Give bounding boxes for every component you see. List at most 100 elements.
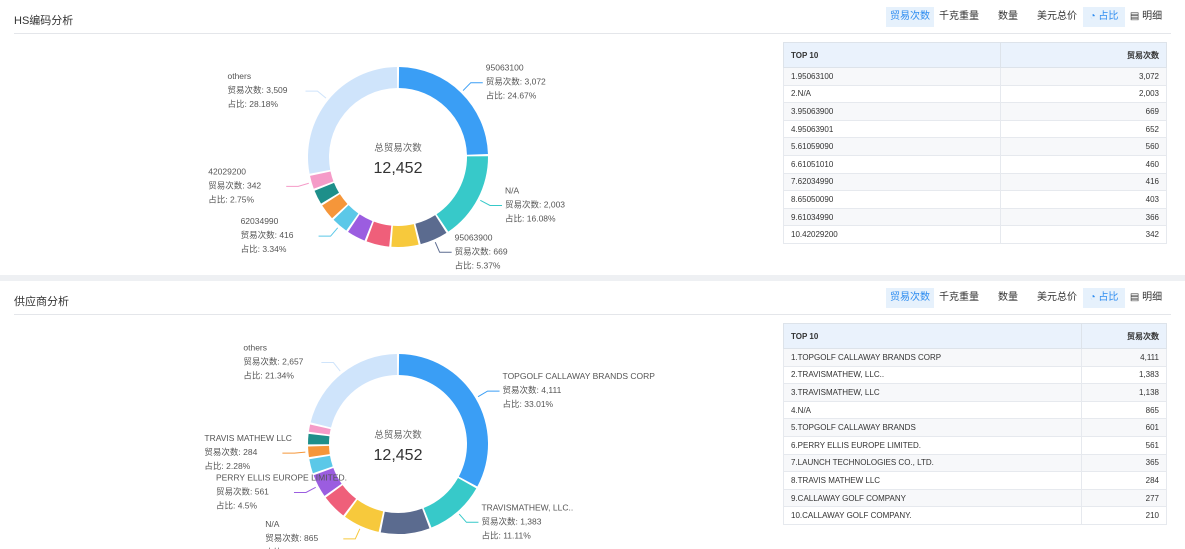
table-row: 8.65050090 403 [782,190,1167,209]
tab[interactable]: 美元总价 [1037,11,1077,22]
table: TOP 10 贸易次数 1.TOPGOLF CALLAWAY BRANDS CORP… [782,323,1167,525]
table-cell: 3.95063900 [782,102,1002,121]
table-row: 10.42029200 342 [782,225,1167,244]
leader-line [293,486,316,493]
table-cell: 284 [1081,471,1167,490]
table-cell: 8.65050090 [782,190,1002,209]
tab[interactable]: 千克重量 [939,292,979,303]
count-value: 342 [247,180,261,190]
table-cell: 342 [1000,225,1167,244]
view-button[interactable]: ▤ 明细 [1129,11,1163,22]
count-prefix: 贸易次数: [216,486,252,496]
share-value: 16.08% [527,213,556,223]
slice-share: 占比: 2.28% [204,461,250,471]
count-value: 4,111 [541,385,561,395]
count-prefix: 贸易次数: [481,516,517,526]
slice-count: 贸易次数: 342 [208,180,261,190]
tab-bar: 贸易次数 千克重量 数量 美元总价 [886,7,1082,27]
slice-name: 62034990 [241,216,279,226]
share-prefix: 占比: [208,194,227,204]
table-cell: 9.61034990 [782,207,1002,227]
slice-share: 占比: 6.95% [265,547,311,549]
table-row: 6.PERRY ELLIS EUROPE LIMITED. 561 [782,435,1167,455]
header-cell: 贸易次数 [1000,42,1167,68]
tab[interactable]: 数量 [998,292,1018,303]
slice [308,445,330,458]
table-cell: 1.TOPGOLF CALLAWAY BRANDS CORP [782,348,1083,367]
table-cell: 3,072 [1000,67,1167,86]
tab[interactable]: 数量 [998,11,1018,22]
view-label: 明细 [1142,11,1163,22]
count-prefix: 贸易次数: [455,246,491,256]
share-prefix: 占比: [227,99,246,109]
count-value: 1,383 [520,516,542,526]
panel: HS编码分析 贸易次数 千克重量 数量 美元总价 ◔ 占比 ▤ 明细 TOP 10 贸易次数 1.… [0,0,1185,275]
divider [14,33,1171,34]
tab[interactable]: 贸易次数 [886,7,934,27]
header-cell: 贸易次数 [1081,323,1167,349]
share-prefix: 占比: [503,399,522,409]
table-cell: 4.N/A [782,400,1083,420]
share-value: 3.34% [262,244,287,254]
slice-count: 贸易次数: 3,509 [227,85,287,95]
view-button[interactable]: ◔ 占比 [1083,7,1125,27]
table-row: 2.TRAVISMATHEW, LLC.. 1,383 [782,365,1167,385]
table-row: 6.61051010 460 [782,154,1167,174]
slice [345,499,384,532]
share-prefix: 占比: [204,461,223,471]
table-row: 9.61034990 366 [782,207,1167,227]
table-row: 3.TRAVISMATHEW, LLC 1,138 [782,383,1167,402]
share-prefix: 占比: [455,260,474,270]
slice-name: 42029200 [208,166,246,176]
donut-chart: TOPGOLF CALLAWAY BRANDS CORP 贸易次数: 4,111 占… [204,343,655,549]
count-value: 865 [304,533,318,543]
slice [398,67,488,155]
table-cell: 5.61059090 [782,137,1002,156]
share-prefix: 占比: [216,500,235,510]
slice-share: 占比: 24.67% [486,91,537,101]
slice [309,455,333,474]
slice [423,478,477,528]
table-cell: 669 [1000,102,1167,121]
slice [391,224,419,247]
leader-line [462,82,483,91]
table-row: 4.N/A 865 [782,400,1167,420]
table-cell: 2.N/A [782,84,1002,104]
tab[interactable]: 千克重量 [939,11,979,22]
table-cell: 460 [1000,154,1167,174]
share-value: 24.67% [508,91,537,101]
slice-name: others [227,71,251,81]
slice [398,354,488,487]
center-total: 12,452 [374,160,423,177]
slice [314,182,339,204]
slice [313,467,342,496]
tab-bar: 贸易次数 千克重量 数量 美元总价 [886,288,1082,308]
slice [436,156,488,232]
table-row: 2.N/A 2,003 [782,84,1167,104]
table-cell: 601 [1081,418,1167,437]
table-cell: 5.TOPGOLF CALLAWAY BRANDS [782,418,1083,437]
table-row: 5.TOPGOLF CALLAWAY BRANDS 601 [782,418,1167,437]
slice-count: 贸易次数: 1,383 [481,516,541,526]
slice-count: 贸易次数: 2,657 [243,357,303,367]
slice-name: PERRY ELLIS EUROPE LIMITED. [216,472,347,482]
slice-share: 占比: 16.08% [505,213,556,223]
leader-line [286,182,309,187]
table-cell: 652 [1000,119,1167,139]
table-cell: 1,138 [1081,383,1167,402]
table-cell: 7.LAUNCH TECHNOLOGIES CO., LTD. [782,453,1083,473]
table-row: 5.61059090 560 [782,137,1167,156]
slice [310,354,398,428]
table-cell: 6.61051010 [782,154,1002,174]
tab[interactable]: 美元总价 [1037,292,1077,303]
table-cell: 365 [1081,453,1167,473]
tab[interactable]: 贸易次数 [886,288,934,308]
table-row: 10.CALLAWAY GOLF COMPANY. 210 [782,506,1167,525]
slice-count: 贸易次数: 2,003 [505,199,565,209]
view-button[interactable]: ▤ 明细 [1129,292,1163,303]
panel: 供应商分析 贸易次数 千克重量 数量 美元总价 ◔ 占比 ▤ 明细 TOP 10 贸易次数 1.T… [0,281,1185,549]
view-button[interactable]: ◔ 占比 [1083,288,1125,308]
table-cell: 2.TRAVISMATHEW, LLC.. [782,365,1083,385]
slice [348,214,373,241]
share-prefix: 占比: [243,371,262,381]
